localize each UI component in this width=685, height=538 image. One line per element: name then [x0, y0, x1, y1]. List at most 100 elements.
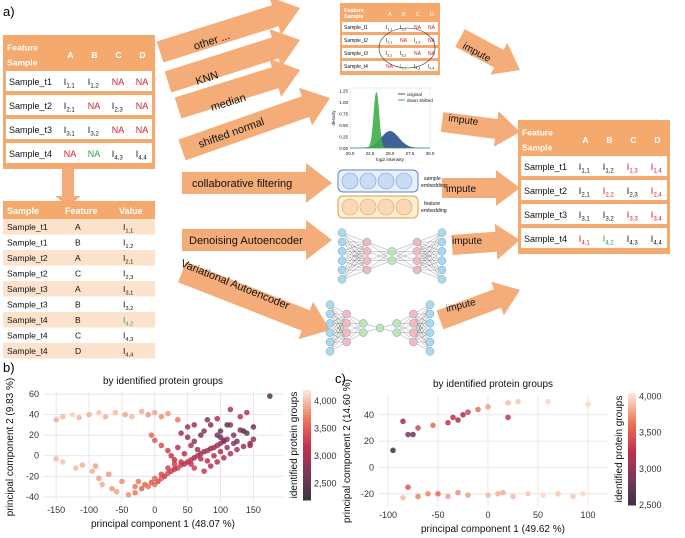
nn-edge	[391, 241, 418, 252]
colorbar-segment	[628, 485, 636, 489]
imputed-result-table: Feature Sample A B C D Sample_t1 I1,1 I1,2 I1,3 I1…	[518, 120, 670, 254]
scatter-point	[73, 465, 79, 471]
nn-node	[387, 247, 397, 256]
x-tick-label: 22.5	[366, 151, 375, 156]
scatter-point	[184, 459, 191, 465]
colorbar-segment	[628, 449, 636, 453]
scatter-point	[181, 450, 188, 457]
nn-edge	[341, 260, 368, 280]
colorbar-segment	[303, 475, 311, 479]
scatter-point	[247, 442, 253, 449]
row-feature: C	[75, 269, 81, 279]
nn-node	[337, 275, 347, 284]
nn-node	[325, 337, 335, 347]
colorbar-tick-label: 3,000	[639, 464, 662, 474]
table-cell: I2,1	[64, 101, 76, 114]
scatter-point	[105, 471, 112, 478]
nn-node	[437, 228, 447, 237]
nn-node	[409, 319, 418, 328]
row-sample: Sample_t4	[7, 346, 48, 356]
nn-edge	[391, 260, 418, 271]
row-value: I2,1	[123, 253, 133, 266]
nn-node	[409, 328, 418, 337]
row-sample: Sample_t4	[7, 331, 48, 341]
table-row	[3, 343, 155, 359]
table-row	[3, 327, 155, 343]
scatter-point	[158, 442, 165, 449]
colorbar-segment	[303, 423, 311, 427]
colorbar-segment	[303, 497, 311, 501]
scatter-point	[168, 452, 175, 459]
colorbar-segment	[628, 479, 636, 484]
nn-node	[325, 319, 335, 328]
x-tick-label: -150	[47, 505, 65, 515]
nn-node	[412, 265, 422, 275]
scatter-point	[250, 424, 257, 430]
column-header: A	[388, 12, 392, 18]
colorbar-label: identified protein groups	[614, 396, 625, 503]
nn-node	[337, 247, 347, 256]
scatter-point	[240, 428, 247, 434]
scatter-point	[148, 432, 155, 438]
row-feature: A	[75, 253, 81, 263]
nn-node	[362, 237, 372, 247]
scatter-point	[214, 415, 221, 422]
scatter-point	[230, 432, 237, 438]
table-cell: I2,3	[627, 186, 639, 199]
scatter-point	[240, 443, 247, 450]
column-header: C	[115, 50, 121, 60]
colorbar-segment	[303, 453, 311, 457]
scatter-point	[79, 462, 86, 468]
scatter-point	[400, 494, 406, 501]
scatter-point	[122, 411, 128, 418]
colorbar-segment	[303, 442, 311, 446]
pca-chart-c: -100 -50 0 50 100 -20 0 20 40 by identified prote…	[342, 379, 662, 535]
row-sample: Sample_t1	[344, 25, 368, 31]
scatter-point	[585, 401, 591, 408]
colorbar-segment	[628, 415, 636, 419]
row-sample: Sample_t1	[7, 222, 48, 232]
row-sample: Sample_t3	[7, 300, 48, 310]
row-sample: Sample_t1	[524, 162, 567, 172]
scatter-point	[184, 434, 191, 441]
scatter-point	[59, 413, 66, 420]
x-tick-label: 25.0	[386, 151, 395, 156]
scatter-point	[109, 485, 115, 492]
scatter-point	[125, 492, 132, 498]
colorbar-segment	[628, 435, 636, 439]
scatter-point	[142, 481, 148, 488]
row-sample: Sample_t2	[7, 253, 48, 263]
row-value: I3,1	[123, 284, 133, 297]
scatter-point	[128, 413, 135, 420]
scatter-point	[158, 413, 165, 420]
table-row	[6, 119, 152, 139]
colorbar-tick-label: 2,500	[639, 500, 662, 510]
table-cell: I1,2	[400, 25, 406, 32]
colorbar-label: identified protein groups	[289, 392, 300, 499]
row-sample: Sample_t4	[7, 315, 48, 325]
long-format-table: Sample Feature Value Sample_t1 A I1,1 Sample_t…	[3, 201, 155, 359]
scatter-point	[207, 463, 214, 469]
scatter-point	[201, 428, 207, 434]
y-axis-label: principal component 2 (14.60 %)	[342, 379, 353, 523]
panel-label-a: a)	[3, 4, 15, 19]
colorbar-segment	[303, 398, 311, 402]
y-tick-label: 0.00	[339, 146, 348, 151]
y-tick-label: -20	[361, 489, 374, 499]
colorbar-segment	[303, 392, 311, 396]
table-row	[342, 61, 438, 71]
workflow-arrows	[55, 0, 520, 340]
colorbar-segment	[628, 429, 636, 433]
embedding-node	[395, 198, 413, 216]
scatter-point	[221, 454, 227, 461]
table-cell: NA	[400, 38, 408, 44]
scatter-point	[132, 483, 138, 490]
colorbar-segment	[303, 431, 311, 435]
colorbar-segment	[303, 456, 311, 460]
colorbar-segment	[628, 421, 636, 425]
scatter-point	[135, 478, 142, 485]
header-feature: Feature	[344, 8, 364, 14]
scatter-point	[211, 452, 217, 459]
scatter-point	[234, 446, 240, 453]
